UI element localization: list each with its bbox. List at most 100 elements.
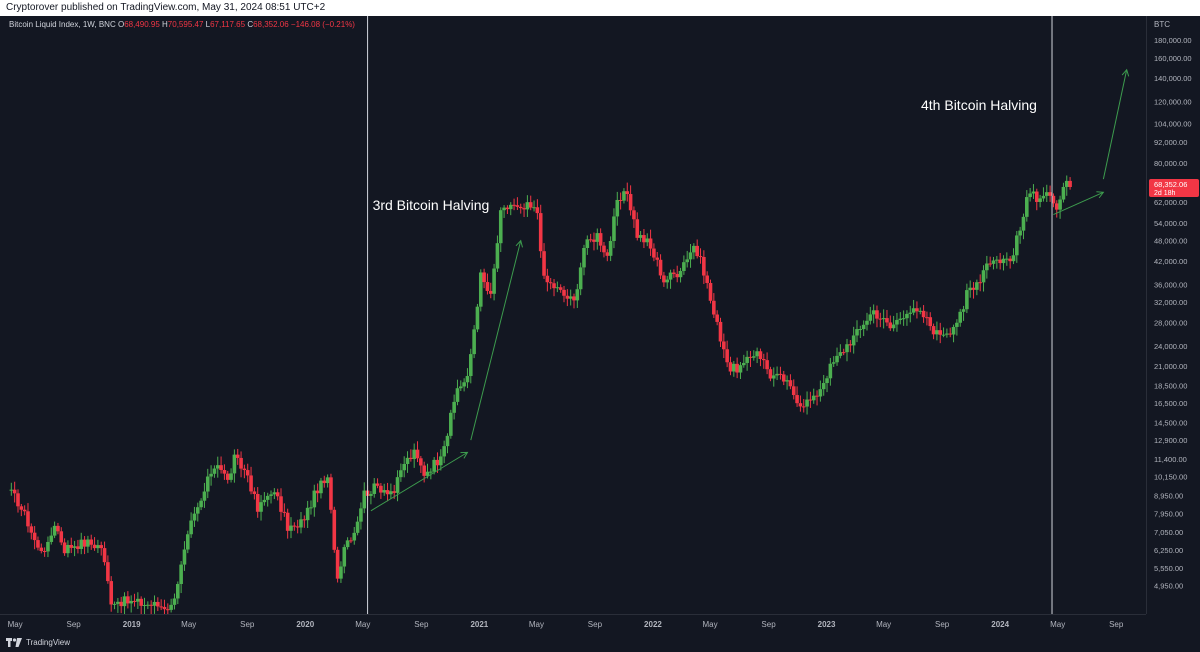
candle <box>26 503 30 533</box>
candle-body <box>948 333 953 335</box>
price-tick-label: 10,150.00 <box>1154 473 1187 482</box>
candle-body <box>1058 199 1062 210</box>
candle <box>642 228 646 249</box>
candle <box>592 232 596 251</box>
candle-body <box>1041 195 1046 199</box>
candle <box>66 540 70 558</box>
price-tick-label: 7,050.00 <box>1154 528 1183 537</box>
candle-body <box>309 507 313 509</box>
candle-body <box>59 531 64 543</box>
candle-body <box>682 262 686 271</box>
candle <box>355 516 360 536</box>
candle-body <box>755 351 759 357</box>
candle-body <box>176 584 180 599</box>
candle-body <box>136 598 140 602</box>
candle-body <box>622 191 626 201</box>
candle <box>918 307 923 315</box>
candle-body <box>662 275 666 283</box>
candle-body <box>625 191 630 195</box>
candle-body <box>645 238 650 243</box>
candle-body <box>675 273 680 278</box>
candle-body <box>535 207 540 214</box>
candle <box>628 185 633 216</box>
candle-body <box>239 457 243 469</box>
candle-body <box>588 239 593 241</box>
price-tick-label: 4,950.00 <box>1154 582 1183 591</box>
candle <box>575 283 580 308</box>
candle <box>126 591 130 609</box>
candle <box>362 482 367 514</box>
candle <box>925 311 929 326</box>
candle-body <box>222 470 227 474</box>
candle-body <box>225 473 230 480</box>
candle <box>951 324 956 343</box>
candle-body <box>192 513 197 521</box>
candle <box>329 473 333 514</box>
close-label: C <box>247 20 254 29</box>
candle <box>136 592 140 609</box>
candle-body <box>875 310 879 319</box>
candle <box>878 312 883 328</box>
candle <box>72 540 77 557</box>
candle-body <box>89 539 94 545</box>
candle-body <box>878 318 883 320</box>
candle-body <box>435 459 440 466</box>
candle-body <box>975 282 979 290</box>
candle-body <box>99 545 104 549</box>
candle <box>801 399 806 413</box>
candle-body <box>82 539 87 547</box>
candle <box>508 202 513 216</box>
candle-body <box>865 320 869 325</box>
candle <box>369 491 373 505</box>
candle <box>36 536 40 551</box>
candle <box>955 319 959 336</box>
price-axis-scale[interactable]: 180,000.00 160,000.00 140,000.00 120,000.00… <box>1147 16 1200 614</box>
chart-pane[interactable]: 3rd Bitcoin Halving 4th Bitcoin Halving <box>0 16 1146 616</box>
price-tick-label: 62,000.00 <box>1154 198 1187 207</box>
candle-body <box>1061 186 1066 200</box>
candle-body <box>522 208 526 210</box>
candle <box>678 267 683 283</box>
candle <box>645 233 650 247</box>
candle <box>1011 248 1016 265</box>
candle-body <box>46 541 50 552</box>
candle <box>685 250 689 268</box>
open-label: O <box>117 20 125 29</box>
candle <box>235 448 240 465</box>
candle-body <box>12 489 17 494</box>
candle <box>69 537 74 554</box>
candle-body <box>538 213 543 252</box>
candle <box>76 539 80 554</box>
candle <box>1008 256 1012 269</box>
candle <box>472 325 476 359</box>
candle-body <box>955 322 959 327</box>
candle-body <box>851 335 856 346</box>
time-axis-scale[interactable]: May Sep 2019 May Sep 2020 May Sep 2021 May Sep 2022… <box>0 615 1146 635</box>
candle <box>905 310 909 326</box>
candle <box>478 269 483 312</box>
candle <box>748 350 753 367</box>
candle-body <box>112 603 117 605</box>
candlestick-chart[interactable]: 3rd Bitcoin Halving 4th Bitcoin Halving <box>0 16 1146 616</box>
candle-body <box>299 519 303 528</box>
candle <box>262 492 267 506</box>
time-axis[interactable]: May Sep 2019 May Sep 2020 May Sep 2021 May Sep 2022… <box>0 614 1146 634</box>
price-tick-label: 11,400.00 <box>1154 455 1187 464</box>
candle-body <box>805 399 809 407</box>
candle <box>1034 188 1039 211</box>
candle <box>1058 195 1062 219</box>
candle <box>868 306 873 325</box>
candle-body <box>432 459 436 472</box>
candle <box>781 370 786 386</box>
candle <box>965 283 969 314</box>
candle-body <box>881 318 886 320</box>
candle <box>608 236 613 262</box>
candle-body <box>305 507 310 521</box>
candle-body <box>285 512 290 531</box>
price-axis[interactable]: 180,000.00 160,000.00 140,000.00 120,000.00… <box>1146 16 1200 614</box>
candle-body <box>205 476 210 492</box>
candle-body <box>229 473 233 480</box>
candle-body <box>409 457 413 460</box>
candle-body <box>72 546 77 548</box>
